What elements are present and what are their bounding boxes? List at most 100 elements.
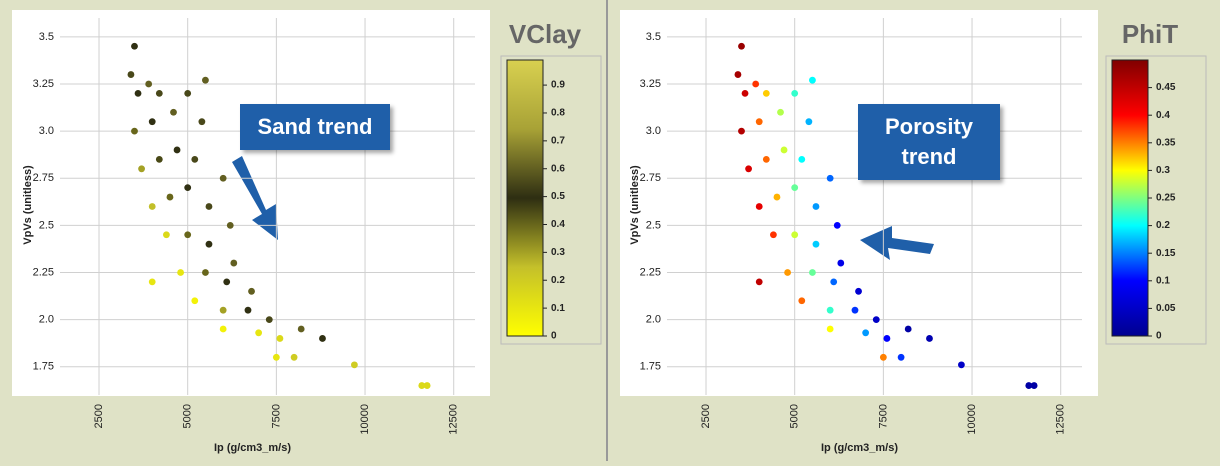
point: [780, 146, 788, 154]
point: [184, 231, 192, 239]
point: [791, 231, 799, 239]
x-axis-label: Ip (g/cm3_m/s): [821, 442, 898, 454]
colorbar: [506, 59, 544, 337]
point: [148, 278, 156, 286]
colorbar-tick-label: 0.2: [551, 275, 565, 286]
colorbar-tick-label: 0.6: [551, 163, 565, 174]
point: [219, 325, 227, 333]
point: [855, 287, 862, 295]
point: [833, 221, 841, 229]
point: [290, 353, 298, 361]
point: [138, 165, 145, 173]
point: [223, 278, 231, 286]
point: [155, 90, 163, 97]
x-tick-label: 10000: [966, 404, 978, 435]
point: [272, 353, 280, 361]
colorbar-tick-label: 0.2: [1156, 220, 1170, 231]
colorbar-tick-label: 0.3: [1156, 165, 1170, 176]
point: [745, 165, 752, 173]
point: [131, 127, 138, 135]
point: [770, 231, 777, 239]
colorbar-tick-label: 0.5: [551, 191, 565, 202]
colorbar-tick-label: 0.8: [551, 108, 565, 119]
point: [762, 90, 770, 97]
colorbar-tick-label: 0.05: [1156, 303, 1176, 314]
point: [837, 259, 845, 267]
point: [226, 221, 234, 229]
y-tick-label: 2.5: [39, 219, 54, 231]
point: [830, 278, 838, 286]
colorbar-tick-label: 0.7: [551, 135, 565, 146]
y-tick-label: 1.75: [33, 361, 54, 373]
point: [198, 118, 206, 126]
y-axis-label: VpVs (unitless): [22, 165, 34, 245]
point: [851, 306, 859, 314]
point: [276, 335, 284, 342]
point: [244, 306, 252, 314]
colorbar-tick-label: 0.9: [551, 80, 565, 91]
point: [755, 278, 763, 286]
point: [738, 127, 745, 135]
point: [202, 269, 209, 276]
colorbar-tick-label: 0: [1156, 331, 1162, 342]
point: [423, 382, 431, 389]
colorbar-tick-label: 0: [551, 331, 557, 342]
y-tick-label: 2.0: [646, 314, 661, 326]
point: [755, 118, 763, 126]
point: [148, 203, 156, 210]
colorbar-tick-label: 0.1: [1156, 275, 1170, 286]
point: [738, 42, 745, 50]
colorbar-frame: [1105, 55, 1207, 345]
y-tick-label: 3.0: [646, 125, 661, 137]
point: [166, 193, 174, 201]
point: [904, 325, 912, 333]
point: [219, 174, 227, 182]
y-tick-label: 3.25: [33, 78, 54, 90]
y-axis-label: VpVs (unitless): [629, 165, 641, 245]
colorbar-title: VClay: [509, 19, 582, 49]
arrow: [860, 226, 934, 260]
x-tick-label: 12500: [1055, 404, 1067, 435]
annotation: Sand trend: [240, 104, 390, 150]
annotation: Porosity trend: [858, 104, 1000, 180]
point: [248, 287, 255, 295]
x-tick-label: 5000: [789, 404, 801, 428]
x-tick-label: 2500: [93, 404, 105, 428]
point: [826, 325, 834, 333]
y-tick-label: 2.5: [646, 219, 661, 231]
y-tick-label: 2.75: [33, 172, 54, 184]
x-tick-label: 10000: [359, 404, 371, 435]
x-axis-label: Ip (g/cm3_m/s): [214, 442, 291, 454]
point: [191, 297, 199, 305]
point: [826, 306, 834, 314]
colorbar-tick-label: 0.4: [1156, 110, 1170, 121]
point: [170, 108, 177, 116]
y-tick-label: 2.0: [39, 314, 54, 326]
point: [163, 231, 170, 239]
point: [177, 269, 184, 276]
point: [1030, 382, 1038, 389]
y-tick-label: 3.5: [39, 31, 54, 43]
plot-background: [12, 10, 490, 396]
point: [883, 335, 891, 342]
point: [230, 259, 238, 267]
point: [872, 316, 880, 323]
colorbar-tick-label: 0.45: [1156, 82, 1176, 93]
point: [131, 42, 138, 50]
point: [184, 184, 192, 192]
point: [127, 71, 135, 78]
point: [202, 76, 209, 84]
point: [319, 335, 326, 342]
colorbar-tick-label: 0.35: [1156, 137, 1176, 148]
point: [255, 329, 263, 337]
point: [791, 184, 799, 192]
point: [798, 155, 806, 163]
point: [148, 118, 156, 126]
x-tick-label: 12500: [448, 404, 460, 435]
point: [812, 240, 820, 248]
point: [784, 269, 791, 276]
point: [755, 203, 763, 210]
point: [773, 193, 781, 201]
point: [191, 155, 199, 163]
